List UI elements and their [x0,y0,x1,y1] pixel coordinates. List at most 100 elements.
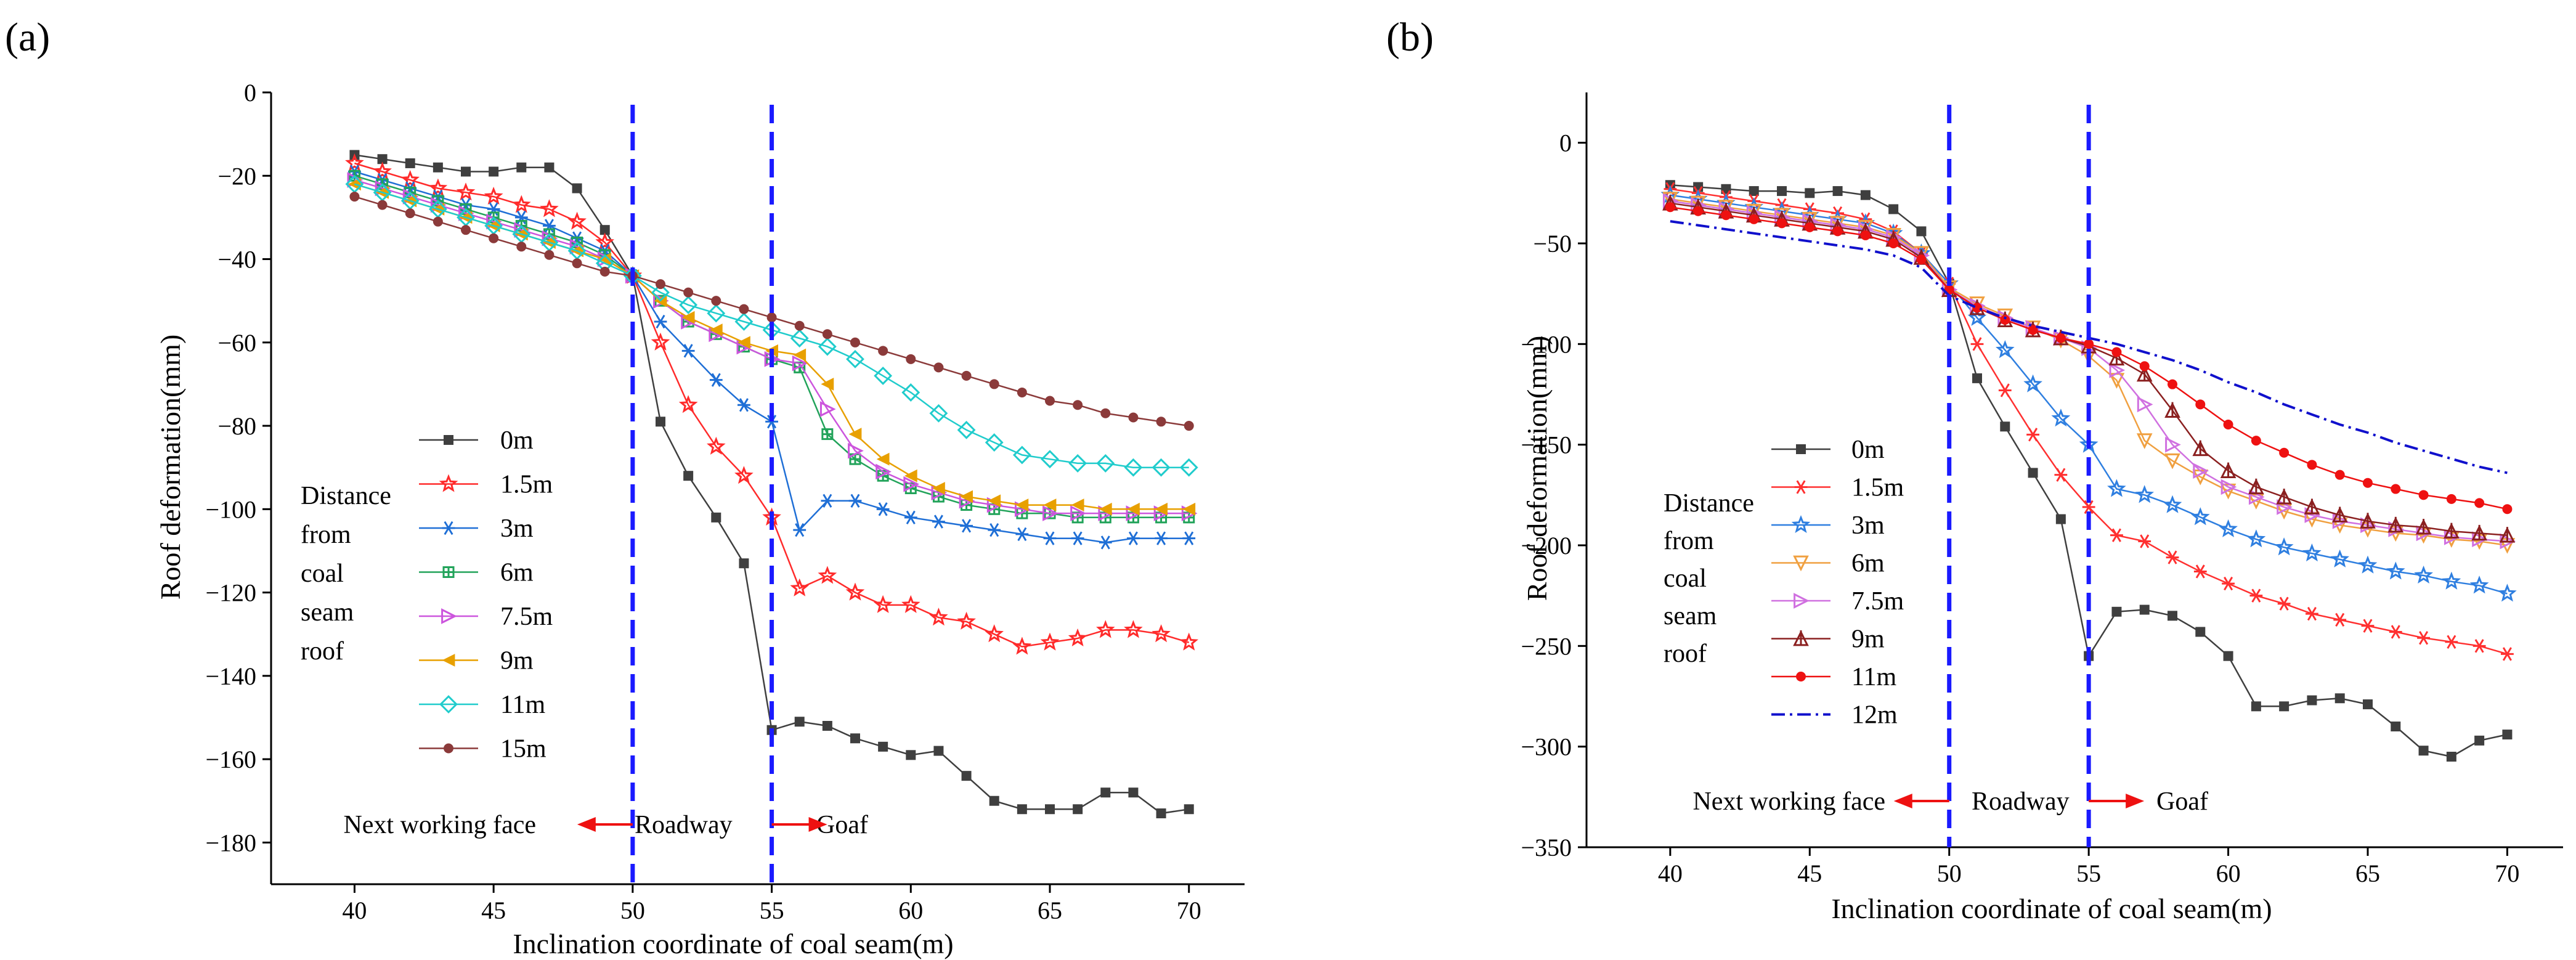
arrow-left-head [577,817,596,832]
data-point [2279,447,2290,458]
data-point [1155,502,1168,516]
legend-title-line: coal [301,559,344,588]
legend-marker [444,743,453,754]
data-point [544,162,555,173]
data-point [2055,333,2066,343]
data-point [1832,186,1843,197]
data-point [2054,468,2068,482]
data-point [709,373,723,387]
data-point [989,379,999,389]
legend-title-line: Distance [1664,489,1754,518]
legend-title-line: roof [1664,640,1707,668]
data-point [2445,635,2458,649]
data-point [544,250,555,260]
y-tick-label: −300 [1521,733,1572,761]
data-point [932,482,945,495]
data-point [2246,529,2266,548]
legend-label: 7.5m [500,603,553,631]
data-point [2109,362,2126,378]
x-tick-label: 45 [481,897,506,924]
data-point [2469,576,2489,594]
legend-label: 9m [500,647,534,675]
data-point [433,216,443,227]
data-point [960,490,973,503]
data-point [2386,561,2405,580]
x-axis-title-b: Inclination coordinate of coal seam(m) [1831,893,2272,924]
data-point [656,279,665,290]
data-point [2363,699,2373,710]
y-tick-label: −20 [217,162,256,190]
legend-marker [439,695,458,714]
data-point [901,595,920,613]
data-point [794,717,805,727]
data-point [1665,202,1675,213]
y-axis-title-b: Roof deformation(mm) [1521,336,1553,601]
data-point [2442,571,2461,590]
data-point [2168,611,2177,621]
data-point [2472,639,2486,653]
data-point [1045,804,1055,815]
data-point [2277,596,2291,611]
data-point [2306,606,2318,621]
data-point [961,370,972,381]
x-tick-label: 50 [1937,860,1962,887]
data-point [1100,787,1111,798]
data-point [734,312,754,331]
y-tick-label: −250 [1521,632,1572,660]
data-point [1967,307,1987,326]
x-tick-label: 45 [1797,860,1822,887]
data-point [1156,808,1166,819]
x-tick-label: 55 [2076,860,2101,887]
data-point [2418,746,2429,756]
data-point [484,186,503,205]
data-point [2000,421,2010,432]
data-point [821,494,834,508]
series-11m [1665,202,2513,515]
data-point [707,304,726,323]
legend-title-line: from [301,521,351,549]
data-point [876,463,892,480]
data-point [2051,409,2071,427]
data-point [2248,478,2264,495]
data-point [2471,524,2487,541]
data-point [651,283,670,302]
data-point [683,471,694,481]
data-point [2444,523,2460,539]
data-point [737,398,750,412]
legend-label: 1.5m [1851,474,1904,502]
data-point [793,348,807,362]
data-point [2249,588,2263,603]
data-point [2331,506,2348,523]
data-point [2220,462,2237,479]
data-point [2417,631,2430,645]
data-point [1124,620,1143,638]
data-point [2110,528,2123,542]
y-tick-label: −80 [217,412,256,440]
data-point [1070,505,1086,521]
data-point [2139,604,2150,615]
x-axis-title-a: Inclination coordinate of coal seam(m) [513,928,953,959]
arrow-left-head [1893,794,1912,808]
data-point [2222,576,2235,591]
legend-label: 3m [1851,511,1885,540]
data-point [2193,564,2207,579]
data-point [2251,701,2261,712]
data-point [985,624,1004,643]
data-point [1777,186,1787,197]
data-point [848,428,862,441]
data-point [595,232,614,251]
x-tick-label: 40 [342,897,367,924]
data-point [1179,632,1198,651]
data-point-cross [850,454,860,465]
data-point [845,582,865,601]
data-point [2082,500,2095,515]
panel-b-tag: (b) [1386,15,1434,60]
data-point [2111,347,2122,357]
data-point [377,200,388,210]
data-point [933,362,944,373]
data-point [516,162,527,173]
data-point [1972,373,1982,383]
data-point [2501,647,2514,661]
data-point [683,287,694,298]
data-point [790,329,809,348]
